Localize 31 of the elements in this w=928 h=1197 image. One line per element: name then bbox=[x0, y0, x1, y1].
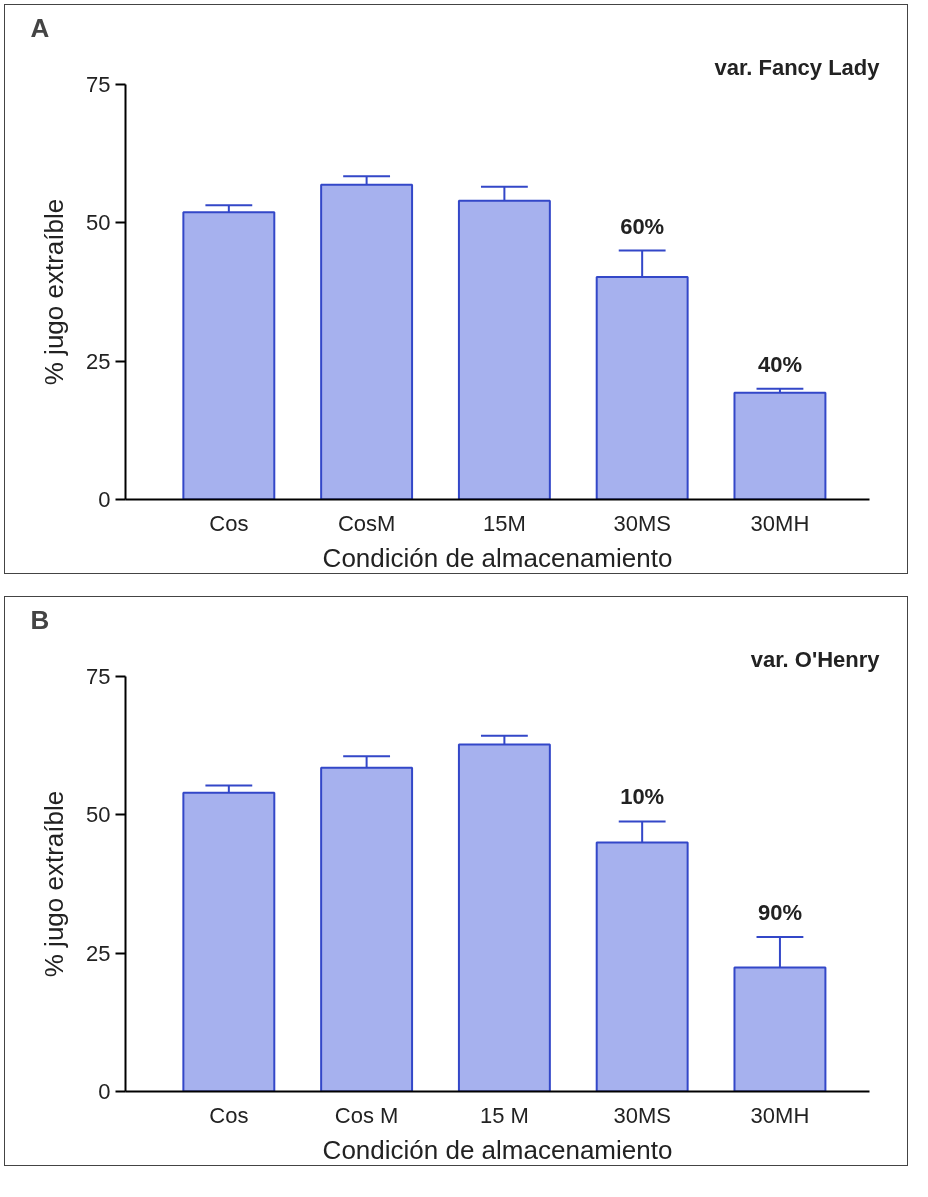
y-tick-label: 0 bbox=[98, 1079, 111, 1104]
x-tick-label: 30MS bbox=[613, 510, 671, 536]
chart-title: A bbox=[30, 12, 50, 43]
x-tick-label: CosM bbox=[337, 510, 396, 536]
y-tick-label: 50 bbox=[86, 802, 111, 828]
y-tick-label: 0 bbox=[98, 487, 111, 512]
y-tick-label: 50 bbox=[86, 210, 111, 236]
x-axis-title: Condición de almacenamiento bbox=[322, 542, 673, 573]
x-tick-label: 30MH bbox=[750, 1102, 810, 1128]
y-axis-title: % jugo extraíble bbox=[39, 198, 70, 386]
x-axis-title: Condición de almacenamiento bbox=[322, 1134, 673, 1165]
chart-subtitle: var. O'Henry bbox=[750, 646, 881, 672]
y-axis-title: % jugo extraíble bbox=[39, 790, 70, 978]
y-tick-label: 25 bbox=[86, 940, 111, 966]
y-tick-label: 75 bbox=[86, 72, 111, 97]
x-tick-label: Cos M bbox=[334, 1102, 399, 1128]
chart-subtitle: var. Fancy Lady bbox=[714, 54, 881, 80]
annotation: 10% bbox=[620, 784, 665, 810]
x-tick-label: 30MH bbox=[750, 510, 810, 536]
x-tick-label: 15 M bbox=[479, 1102, 529, 1128]
chart-title: B bbox=[30, 604, 50, 635]
x-tick-label: 30MS bbox=[613, 1102, 671, 1128]
y-tick-label: 25 bbox=[86, 348, 111, 374]
annotation: 60% bbox=[620, 213, 665, 239]
y-tick-label: 75 bbox=[86, 664, 111, 689]
x-tick-label: Cos bbox=[209, 510, 249, 536]
x-tick-label: 15M bbox=[482, 510, 526, 536]
bar bbox=[733, 391, 827, 500]
annotation: 40% bbox=[757, 351, 802, 377]
x-tick-label: Cos bbox=[209, 1102, 249, 1128]
annotation: 90% bbox=[757, 900, 802, 926]
